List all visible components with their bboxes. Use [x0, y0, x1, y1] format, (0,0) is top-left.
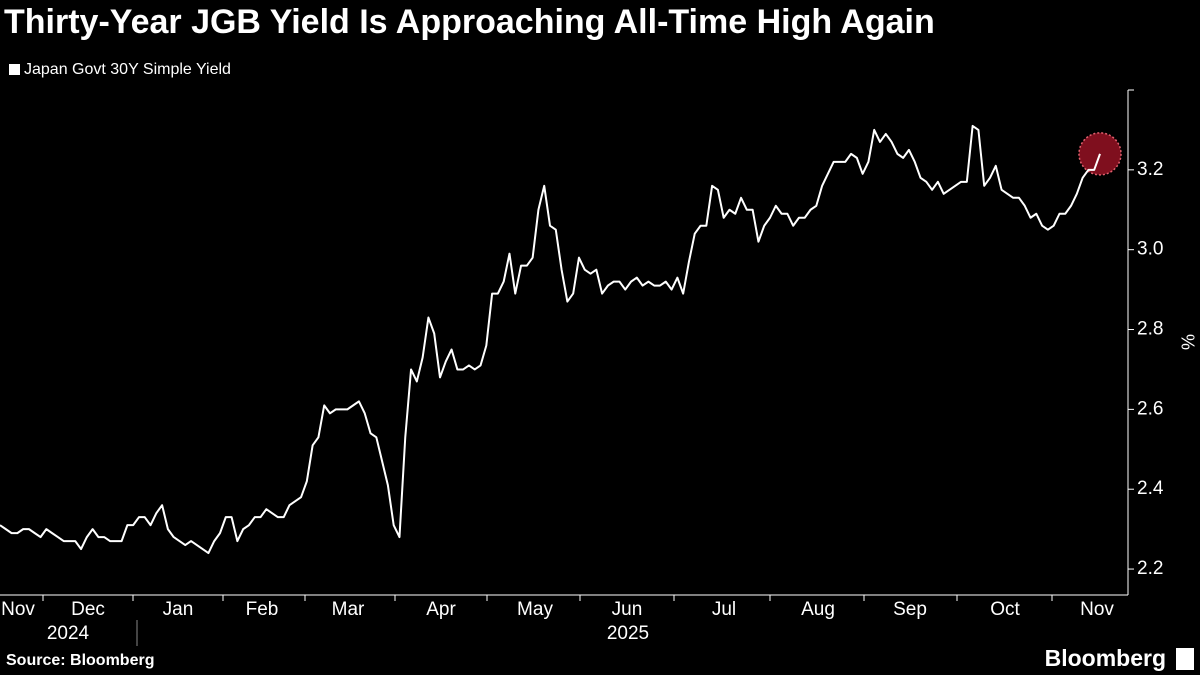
y-tick-label: 2.4 [1137, 478, 1164, 499]
legend-swatch [9, 64, 20, 75]
x-tick-label: Apr [426, 599, 456, 620]
x-tick-label: Aug [801, 599, 835, 620]
y-axis-label: % [1177, 334, 1197, 350]
x-tick-label: Dec [71, 599, 105, 620]
x-tick-label: Jun [612, 599, 643, 620]
y-tick-label: 3.0 [1137, 239, 1163, 260]
x-tick-label: Jul [712, 599, 736, 620]
x-tick-label: Sep [893, 599, 927, 620]
year-label: 2025 [607, 623, 649, 644]
chart-title: Thirty-Year JGB Yield Is Approaching All… [4, 3, 935, 41]
x-tick-label: Nov [1, 599, 35, 620]
x-tick-label: Nov [1080, 599, 1114, 620]
y-tick-label: 2.8 [1137, 319, 1163, 340]
brand-logo: Bloomberg [1045, 645, 1166, 671]
brand-icon [1176, 648, 1194, 670]
x-tick-label: Oct [990, 599, 1020, 620]
y-tick-label: 2.6 [1137, 398, 1163, 419]
y-tick-label: 3.2 [1137, 159, 1163, 180]
y-tick-label: 2.2 [1137, 558, 1163, 579]
x-tick-label: Mar [332, 599, 365, 620]
year-label: 2024 [47, 623, 90, 644]
x-tick-label: May [517, 599, 553, 620]
source: Source: Bloomberg [6, 652, 154, 669]
x-tick-label: Jan [163, 599, 194, 620]
legend-label: Japan Govt 30Y Simple Yield [24, 61, 231, 78]
x-tick-label: Feb [246, 599, 279, 620]
line-series [0, 124, 1101, 555]
